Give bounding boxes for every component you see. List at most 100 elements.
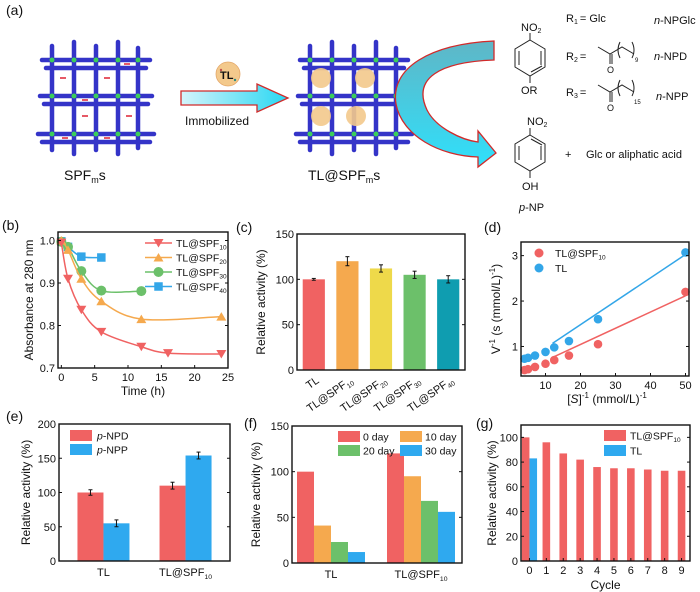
- r2-chain-structure: [597, 41, 635, 64]
- reaction-arrow-icon: [394, 40, 497, 169]
- data-point: [76, 274, 87, 283]
- y-tick-label: 150: [276, 229, 294, 241]
- bar: [421, 500, 438, 563]
- x-tick-label: 4: [594, 565, 600, 577]
- x-tick-label: 6: [628, 565, 634, 577]
- plot-frame: [520, 241, 690, 377]
- legend-marker: [153, 239, 164, 248]
- y-tick-label: 0: [50, 556, 56, 568]
- y-tick-label: 80: [506, 457, 518, 469]
- data-point: [681, 287, 690, 297]
- x-axis-label: Time (h): [121, 384, 165, 398]
- legend-label: TL@SPF20: [176, 253, 227, 267]
- bar: [529, 458, 538, 561]
- legend-marker: [153, 267, 164, 277]
- data-point: [136, 342, 147, 352]
- data-point: [136, 314, 147, 324]
- data-point: [541, 359, 550, 369]
- panel-f-storage-stability-chart: (f) 0 50 100 150 TL TL@SPF10 Relative activity …: [244, 415, 463, 583]
- bar: [559, 453, 568, 561]
- data-point: [97, 253, 106, 262]
- substrate-no2-label: NO2: [521, 22, 542, 35]
- n-npp-label: n-NPP: [656, 91, 688, 103]
- bar: [521, 437, 530, 561]
- x-tick-label: 0: [526, 565, 532, 577]
- y-tick-label: 60: [506, 482, 518, 494]
- data-point: [96, 327, 107, 337]
- y-tick-label: 150: [271, 421, 289, 433]
- x-tick-label: 1: [543, 565, 549, 577]
- panel-label-d: (d): [484, 219, 501, 235]
- y-tick-label: 50: [277, 512, 289, 524]
- y-tick-label: 50: [282, 320, 294, 332]
- enzyme-bead-icon: [215, 61, 241, 87]
- x-axis-label: Cycle: [590, 578, 620, 592]
- bar: [387, 453, 404, 563]
- panel-label-g: (g): [476, 415, 493, 431]
- legend-label: TL: [630, 446, 642, 458]
- bar: [576, 459, 584, 561]
- bar: [185, 455, 212, 561]
- r3-chain-structure: [597, 79, 635, 102]
- bar: [302, 279, 325, 370]
- legend-label: p-NPD: [96, 431, 129, 443]
- legend-label: TL@SPF10: [176, 238, 227, 252]
- bar: [677, 470, 686, 561]
- y-axis-label: Absorbance at 280 nm: [22, 240, 36, 361]
- legend-label: TL: [555, 263, 567, 275]
- legend-label: TL@SPF30: [176, 267, 227, 281]
- panel-a: (a): [6, 2, 696, 214]
- bar: [314, 525, 331, 563]
- x-tick-label: 9: [678, 565, 684, 577]
- y-tick-label: 200: [38, 419, 56, 431]
- enzyme-label: TL: [220, 70, 234, 82]
- legend-swatch: [400, 431, 422, 442]
- data-point: [77, 252, 86, 261]
- data-point: [681, 248, 690, 257]
- x-tick-label: TL: [97, 567, 110, 579]
- y-tick-label: 150: [38, 453, 56, 465]
- x-tick-label: 25: [222, 372, 234, 384]
- substrate-or-label: OR: [521, 85, 538, 97]
- panel-label-c: (c): [236, 219, 252, 235]
- legend-swatch: [400, 445, 422, 456]
- y-axis-label: Relative activity (%): [485, 440, 499, 545]
- x-tick-label: 10: [539, 380, 551, 392]
- fit-line-1: [552, 253, 686, 345]
- r2-chain-count: 9: [635, 58, 639, 64]
- x-tick-label: TL@SPF10: [395, 569, 448, 583]
- legend-label: 30 day: [425, 446, 457, 458]
- data-point: [564, 336, 574, 346]
- data-point: [593, 314, 603, 324]
- bar: [437, 279, 460, 370]
- x-tick-label: 30: [609, 380, 621, 392]
- data-point: [63, 245, 73, 254]
- r2-carbonyl-o: O: [607, 65, 614, 75]
- legend-marker: [534, 263, 544, 273]
- r1-label: R1 = Glc: [566, 13, 606, 26]
- n-npd-label: n-NPD: [654, 51, 687, 63]
- data-point: [76, 305, 87, 315]
- bar: [643, 469, 652, 561]
- fit-line-0: [552, 295, 686, 359]
- x-tick-label: 10: [122, 372, 134, 384]
- bar: [610, 468, 618, 561]
- r2-label: R2 =: [566, 51, 586, 64]
- legend-swatch: [338, 431, 360, 442]
- x-tick-label: 2: [560, 565, 566, 577]
- x-tick-label: 0: [58, 372, 64, 384]
- panel-label-e: (e): [6, 408, 23, 424]
- x-tick-label: TL@SPF10: [159, 567, 212, 581]
- data-point: [541, 347, 550, 357]
- x-tick-label: TL@SPF40: [406, 375, 457, 417]
- y-tick-label: 20: [506, 531, 518, 543]
- plot-frame: [296, 233, 466, 371]
- product-oh-label: OH: [522, 181, 539, 193]
- data-point: [549, 355, 559, 365]
- data-point: [564, 351, 574, 360]
- bar: [403, 274, 426, 370]
- panel-label-b: (b): [2, 217, 19, 233]
- legend-label: TL@SPF40: [176, 282, 227, 296]
- y-tick-label: 0: [283, 558, 289, 570]
